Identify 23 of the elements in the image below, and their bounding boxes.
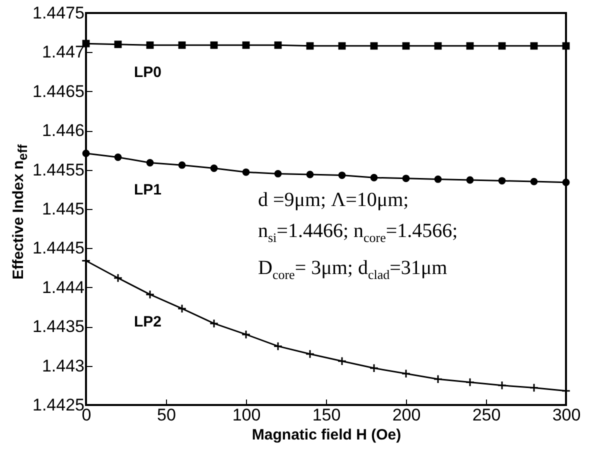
x-tick-label: 250 bbox=[472, 406, 501, 424]
series-label: LP1 bbox=[134, 182, 162, 199]
y-tick-label: 1.4475 bbox=[32, 4, 84, 22]
y-tick-label: 1.447 bbox=[42, 42, 84, 62]
x-tick-label: 100 bbox=[232, 406, 261, 424]
x-axis-title: Magnatic field H (Oe) bbox=[252, 426, 402, 444]
annotation: D$_{core}$= 3μm; d$_{clad}$=31μm bbox=[258, 256, 448, 284]
series-label: LP2 bbox=[134, 313, 162, 330]
annotation: d =9μm; Λ=10μm; bbox=[258, 188, 410, 213]
y-tick-label: 1.445 bbox=[42, 200, 84, 218]
y-tick-label: 1.4465 bbox=[32, 82, 84, 101]
annotation: n$_{si}$=1.4466; n$_{core}$=1.4566; bbox=[258, 219, 458, 247]
x-tick-label: 150 bbox=[312, 406, 341, 424]
series-label: LP0 bbox=[134, 64, 162, 82]
y-tick-label: 1.4435 bbox=[32, 317, 84, 336]
y-tick-label: 1.446 bbox=[42, 121, 84, 140]
x-tick-label: 300 bbox=[552, 406, 581, 424]
y-tick-label: 1.4455 bbox=[32, 160, 84, 180]
x-tick-label: 50 bbox=[157, 406, 176, 424]
y-tick-label: 1.443 bbox=[42, 356, 84, 376]
y-tick-label: 1.444 bbox=[42, 278, 84, 297]
y-tick-label: 1.4445 bbox=[32, 238, 84, 258]
x-tick-label: 200 bbox=[392, 406, 421, 424]
